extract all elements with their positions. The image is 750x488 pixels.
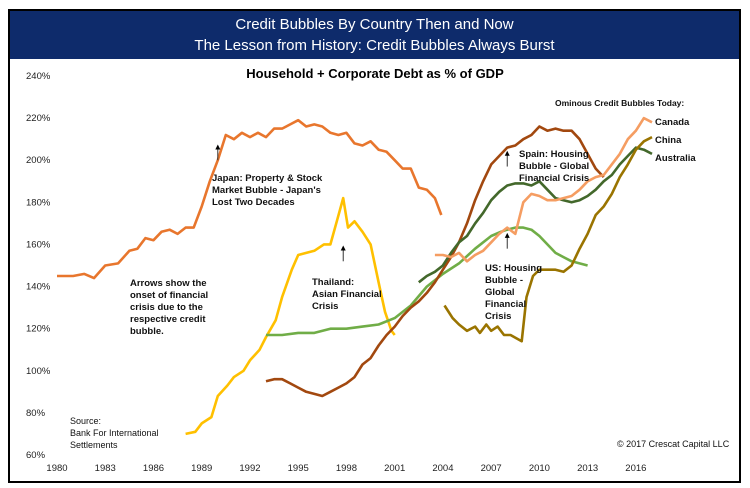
x-tick-label: 2007 bbox=[481, 463, 502, 474]
annotation-spain: Spain: Housing Bubble - Global Financial… bbox=[519, 149, 589, 185]
series-line-china bbox=[443, 135, 653, 343]
arrow-up-icon bbox=[215, 144, 221, 150]
main-subtitle: The Lesson from History: Credit Bubbles … bbox=[194, 37, 555, 54]
annotation-line: Crisis bbox=[485, 311, 512, 322]
annotation-line: Spain: Housing bbox=[519, 149, 589, 160]
source-line: Settlements bbox=[70, 440, 118, 450]
x-tick-label: 2016 bbox=[625, 463, 646, 474]
annotation-line: bubble. bbox=[130, 326, 164, 337]
y-tick-label: 60% bbox=[26, 450, 46, 461]
y-tick-label: 240% bbox=[26, 71, 51, 82]
series-line-spain bbox=[265, 125, 605, 398]
annotation-line: crisis due to the bbox=[130, 302, 203, 313]
x-tick-label: 2010 bbox=[529, 463, 550, 474]
series-line-us bbox=[266, 226, 588, 337]
series-line-thailand bbox=[185, 196, 396, 436]
source-line: Bank For International bbox=[70, 428, 159, 438]
annotation-line: Asian Financial bbox=[312, 289, 382, 300]
annotation-line: Crisis bbox=[312, 301, 339, 312]
series-line-canada bbox=[434, 116, 653, 263]
annotation-line: Market Bubble - Japan's bbox=[212, 185, 321, 196]
y-tick-label: 180% bbox=[26, 197, 51, 208]
annotation-line: Arrows show the bbox=[130, 278, 207, 289]
legend-label-china: China bbox=[655, 135, 682, 146]
chart-frame bbox=[8, 9, 741, 483]
y-tick-label: 140% bbox=[26, 282, 51, 293]
x-tick-label: 1992 bbox=[239, 463, 260, 474]
x-tick-label: 2001 bbox=[384, 463, 405, 474]
legend-title: Ominous Credit Bubbles Today: bbox=[555, 98, 685, 108]
copyright-note: © 2017 Crescat Capital LLC bbox=[617, 439, 730, 449]
x-tick-label: 2004 bbox=[432, 463, 453, 474]
source-line: Source: bbox=[70, 416, 102, 426]
y-tick-label: 120% bbox=[26, 324, 51, 335]
annotation-arrows-note: Arrows show the onset of financial crisi… bbox=[130, 278, 208, 338]
annotation-line: Lost Two Decades bbox=[212, 197, 295, 208]
y-tick-label: 200% bbox=[26, 155, 51, 166]
arrow-up-icon bbox=[340, 245, 346, 251]
x-tick-label: 2013 bbox=[577, 463, 598, 474]
legend-label-australia: Australia bbox=[655, 153, 696, 164]
annotation-line: Bubble - bbox=[485, 275, 523, 286]
chart-title: Household + Corporate Debt as % of GDP bbox=[246, 66, 504, 81]
annotation-line: Financial Crisis bbox=[519, 173, 590, 184]
annotation-line: Financial bbox=[485, 299, 527, 310]
y-tick-label: 80% bbox=[26, 408, 46, 419]
main-title: Credit Bubbles By Country Then and Now bbox=[235, 16, 514, 33]
x-tick-label: 1998 bbox=[336, 463, 357, 474]
annotation-us: US: Housing Bubble - Global Financial Cr… bbox=[485, 263, 542, 323]
legend-label-canada: Canada bbox=[655, 117, 690, 128]
x-tick-label: 1980 bbox=[46, 463, 67, 474]
x-tick-label: 1995 bbox=[288, 463, 309, 474]
x-tick-label: 1986 bbox=[143, 463, 164, 474]
annotation-line: respective credit bbox=[130, 314, 206, 325]
source-note: Source: Bank For International Settlemen… bbox=[70, 415, 159, 451]
x-tick-label: 1983 bbox=[95, 463, 116, 474]
annotation-line: Global bbox=[485, 287, 515, 298]
chart-header: Credit Bubbles By Country Then and Now T… bbox=[10, 11, 739, 59]
annotation-line: Thailand: bbox=[312, 277, 355, 288]
x-tick-label: 1989 bbox=[191, 463, 212, 474]
annotation-japan: Japan: Property & Stock Market Bubble - … bbox=[212, 173, 322, 209]
y-tick-label: 100% bbox=[26, 366, 51, 377]
arrow-up-icon bbox=[504, 232, 510, 238]
y-tick-label: 220% bbox=[26, 113, 51, 124]
annotation-line: US: Housing bbox=[485, 263, 542, 274]
arrow-up-icon bbox=[504, 150, 510, 156]
annotation-line: Japan: Property & Stock bbox=[212, 173, 323, 184]
series-line-japan bbox=[57, 118, 443, 280]
annotation-line: onset of financial bbox=[130, 290, 209, 301]
annotation-thailand: Thailand: Asian Financial Crisis bbox=[312, 277, 382, 313]
y-tick-label: 160% bbox=[26, 239, 51, 250]
series-line-australia bbox=[417, 146, 653, 284]
annotation-line: Bubble - Global bbox=[519, 161, 590, 172]
